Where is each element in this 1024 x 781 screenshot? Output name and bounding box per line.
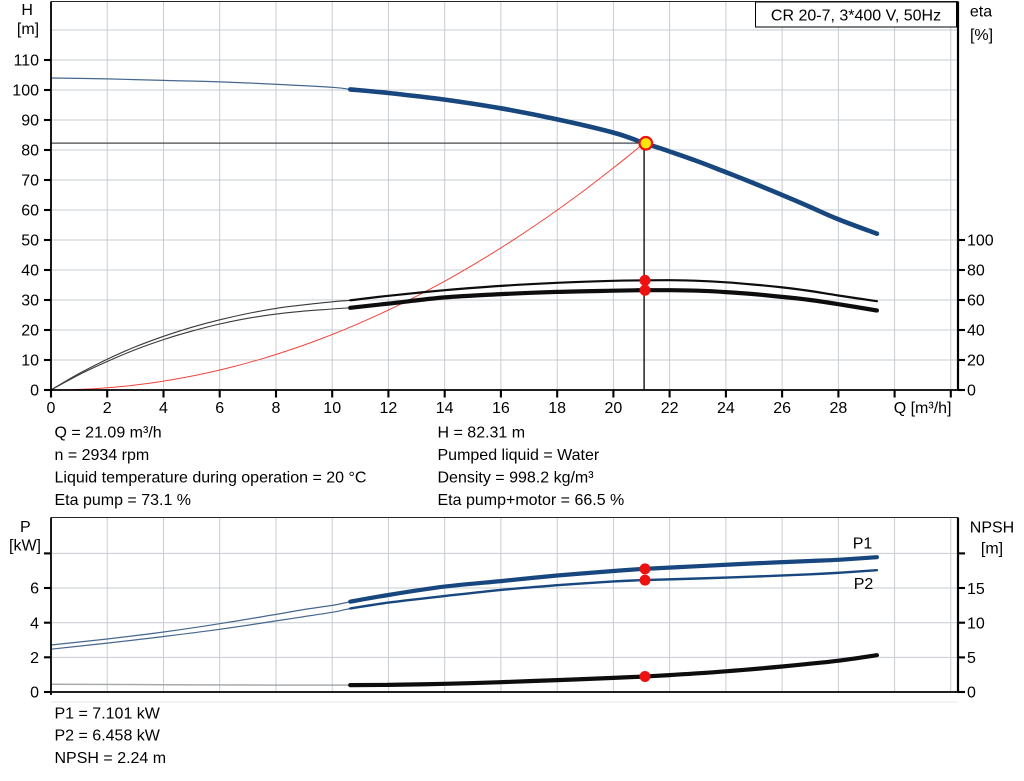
svg-text:70: 70 [21, 173, 39, 190]
svg-text:6: 6 [30, 581, 39, 598]
svg-text:6: 6 [215, 400, 224, 417]
svg-text:15: 15 [967, 581, 985, 598]
svg-text:0: 0 [967, 383, 976, 400]
svg-text:0: 0 [30, 383, 39, 400]
svg-text:[kW]: [kW] [9, 538, 41, 555]
svg-text:60: 60 [967, 293, 985, 310]
svg-text:H: H [21, 2, 33, 19]
svg-text:[m]: [m] [981, 541, 1003, 558]
svg-text:20: 20 [967, 353, 985, 370]
svg-text:10: 10 [967, 615, 985, 632]
svg-text:NPSH = 2.24 m: NPSH = 2.24 m [55, 750, 167, 767]
svg-text:[%]: [%] [970, 27, 993, 44]
svg-text:2: 2 [30, 650, 39, 667]
svg-text:P2: P2 [854, 576, 874, 593]
svg-text:4: 4 [159, 400, 168, 417]
svg-text:Eta pump+motor = 66.5 %: Eta pump+motor = 66.5 % [438, 492, 625, 509]
svg-text:Eta pump = 73.1 %: Eta pump = 73.1 % [55, 492, 192, 509]
svg-text:Liquid temperature during oper: Liquid temperature during operation = 20… [55, 469, 367, 486]
svg-text:Density = 998.2 kg/m³: Density = 998.2 kg/m³ [438, 469, 595, 486]
svg-text:CR 20-7, 3*400 V, 50Hz: CR 20-7, 3*400 V, 50Hz [771, 8, 941, 25]
svg-text:n = 2934 rpm: n = 2934 rpm [55, 447, 150, 464]
svg-text:8: 8 [272, 400, 281, 417]
svg-text:100: 100 [12, 83, 39, 100]
svg-text:H = 82.31 m: H = 82.31 m [438, 425, 526, 442]
svg-text:10: 10 [323, 400, 341, 417]
svg-text:80: 80 [967, 263, 985, 280]
svg-text:P: P [20, 519, 31, 536]
svg-text:0: 0 [967, 685, 976, 702]
svg-text:0: 0 [30, 685, 39, 702]
svg-text:90: 90 [21, 113, 39, 130]
svg-text:40: 40 [967, 323, 985, 340]
svg-text:60: 60 [21, 203, 39, 220]
svg-text:Q = 21.09 m³/h: Q = 21.09 m³/h [55, 425, 162, 442]
svg-text:10: 10 [21, 353, 39, 370]
svg-text:26: 26 [773, 400, 791, 417]
svg-text:20: 20 [21, 323, 39, 340]
svg-text:P1 = 7.101 kW: P1 = 7.101 kW [55, 705, 161, 722]
svg-text:12: 12 [380, 400, 398, 417]
svg-text:18: 18 [548, 400, 566, 417]
svg-text:30: 30 [21, 293, 39, 310]
svg-text:110: 110 [13, 53, 39, 70]
svg-text:5: 5 [967, 650, 976, 667]
svg-text:14: 14 [436, 400, 454, 417]
svg-text:16: 16 [492, 400, 510, 417]
svg-text:NPSH: NPSH [970, 520, 1014, 537]
svg-text:0: 0 [47, 400, 56, 417]
svg-text:22: 22 [661, 400, 679, 417]
svg-text:P1: P1 [853, 536, 873, 553]
svg-text:50: 50 [21, 233, 39, 250]
svg-text:100: 100 [967, 233, 994, 250]
svg-text:Pumped liquid = Water: Pumped liquid = Water [438, 447, 600, 464]
svg-text:24: 24 [717, 400, 735, 417]
svg-text:eta: eta [970, 4, 992, 21]
svg-text:4: 4 [30, 615, 39, 632]
svg-text:80: 80 [21, 143, 39, 160]
svg-text:P2 = 6.458 kW: P2 = 6.458 kW [55, 728, 161, 745]
svg-text:[m]: [m] [17, 21, 39, 38]
svg-text:28: 28 [829, 400, 847, 417]
svg-text:2: 2 [103, 400, 112, 417]
svg-text:40: 40 [21, 263, 39, 280]
svg-text:20: 20 [605, 400, 623, 417]
svg-text:Q [m³/h]: Q [m³/h] [894, 400, 952, 417]
